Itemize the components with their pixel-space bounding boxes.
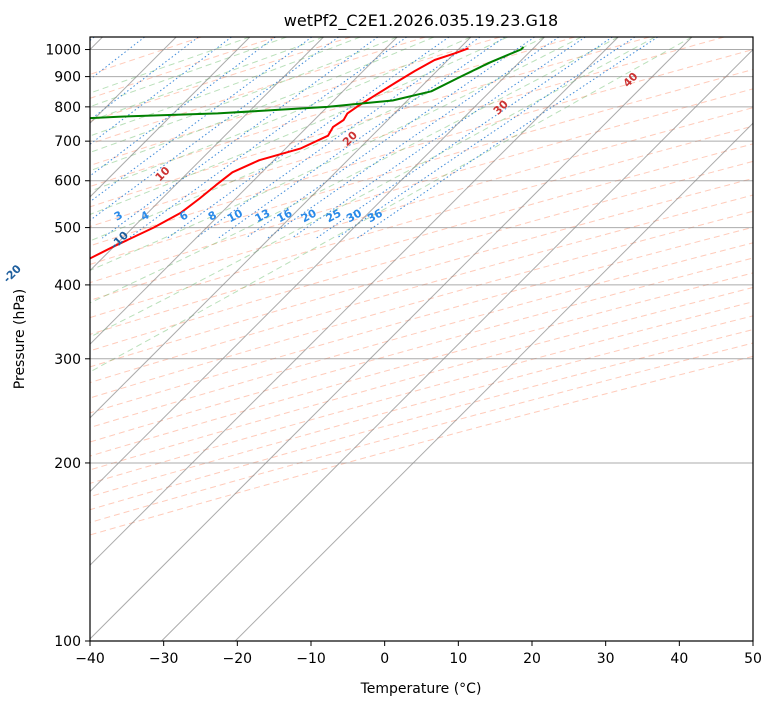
- isotherm-line: [90, 37, 251, 198]
- isotherm-line: [90, 37, 545, 493]
- moist-adiabat-line: [90, 37, 508, 215]
- background-lines: [90, 37, 753, 536]
- x-tick-label: 10: [449, 651, 467, 667]
- dry-adiabat-line: [90, 315, 753, 498]
- mixing-ratio-line: [90, 37, 313, 203]
- dry-adiabat-line: [90, 355, 753, 536]
- y-tick-label: 300: [54, 352, 81, 368]
- dry-adiabat-line: [90, 88, 753, 284]
- y-tick-label: 800: [54, 100, 81, 116]
- mixing-ratio-label: 16: [275, 206, 295, 225]
- mixing-ratio-line: [267, 37, 560, 239]
- dewpoint-line: [90, 46, 525, 120]
- isotherm-line: [161, 48, 753, 641]
- x-tick-label: −30: [149, 651, 179, 667]
- mixing-ratio-label: 13: [253, 207, 273, 226]
- isotherm-line: [90, 37, 398, 345]
- mixing-ratio-line: [90, 37, 232, 145]
- y-tick-label: 1000: [45, 43, 81, 59]
- dry-adiabat-line: [90, 37, 277, 99]
- moist-adiabat-line: [90, 37, 287, 108]
- dry-adiabat-line: [90, 37, 426, 145]
- dry-adiabat-line: [90, 143, 753, 335]
- y-tick-label: 900: [54, 70, 81, 86]
- mixing-ratio-line: [195, 37, 481, 239]
- mixing-ratio-line: [90, 37, 199, 121]
- dry-adiabat-line: [90, 286, 753, 471]
- mixing-ratio-line: [167, 37, 450, 239]
- x-tick-label: −40: [75, 651, 105, 667]
- dry-adiabat-line: [90, 342, 753, 524]
- isotherm-line: [234, 122, 753, 641]
- x-tick-label: 40: [670, 651, 688, 667]
- mixing-ratio-line: [336, 37, 636, 239]
- mixing-ratio-line: [291, 37, 586, 239]
- moist-adiabat-line: [90, 37, 398, 153]
- y-axis-label: Pressure (hPa): [12, 289, 28, 389]
- dry-adiabat-line: [90, 37, 650, 208]
- mixing-ratio-label: 30: [344, 206, 364, 225]
- mixing-ratio-label: 25: [324, 207, 344, 226]
- isotherm-line: [90, 37, 619, 566]
- y-tick-label: 400: [54, 278, 81, 294]
- y-tick-label: 700: [54, 134, 81, 150]
- dry-adiabat-line: [90, 37, 501, 167]
- dry-adiabat-line: [90, 272, 753, 457]
- mixing-ratio-line: [90, 37, 276, 177]
- moist-adiabat-line: [90, 37, 582, 271]
- moist-adiabat-line: [90, 37, 656, 338]
- x-axis-label: Temperature (°C): [360, 681, 482, 697]
- mixing-ratio-line: [90, 37, 339, 221]
- dry-adiabat-line: [90, 68, 753, 265]
- chart-title: wetPf2_C2E1.2026.035.19.23.G18: [284, 11, 558, 31]
- moist-adiabat-line: [90, 37, 435, 172]
- dry-adiabat-line: [90, 107, 753, 301]
- x-tick-label: 30: [597, 651, 615, 667]
- dry-adiabat-line: [90, 210, 753, 399]
- dry-adiabat-line: [90, 125, 753, 319]
- x-tick-label: 0: [380, 651, 389, 667]
- x-tick-label: 20: [523, 651, 541, 667]
- moist-adiabat-line: [90, 37, 619, 304]
- temperature-line: [90, 47, 469, 260]
- mixing-ratio-label: 36: [365, 206, 385, 225]
- mixing-ratio-label: 10: [225, 206, 245, 225]
- isotherm-line: [90, 37, 324, 272]
- y-tick-label: 200: [54, 456, 81, 472]
- mixing-ratio-line: [357, 37, 658, 239]
- y-tick-label: 600: [54, 174, 81, 190]
- x-tick-label: −10: [296, 651, 326, 667]
- mixing-ratio-label: 20: [299, 206, 319, 225]
- y-tick-label: 500: [54, 221, 81, 237]
- series-group: [90, 46, 525, 260]
- dry-adiabat-line: [90, 242, 753, 429]
- isotherm-line: [90, 37, 693, 640]
- x-tick-label: 50: [744, 651, 762, 667]
- moist-adiabat-line: [90, 37, 472, 192]
- y-axis: 100 200 300 400 500 600 700 800 900 1000: [45, 43, 90, 650]
- grid-lines: [90, 37, 753, 641]
- y-tick-label: 100: [54, 634, 81, 650]
- isotherm-line: [90, 37, 472, 419]
- plot-frame: [89, 36, 754, 642]
- x-axis: −40 −30 −20 −10 0 10 20 30 40 50: [75, 641, 762, 667]
- x-tick-label: −20: [223, 651, 253, 667]
- mixing-ratio-line: [128, 37, 407, 239]
